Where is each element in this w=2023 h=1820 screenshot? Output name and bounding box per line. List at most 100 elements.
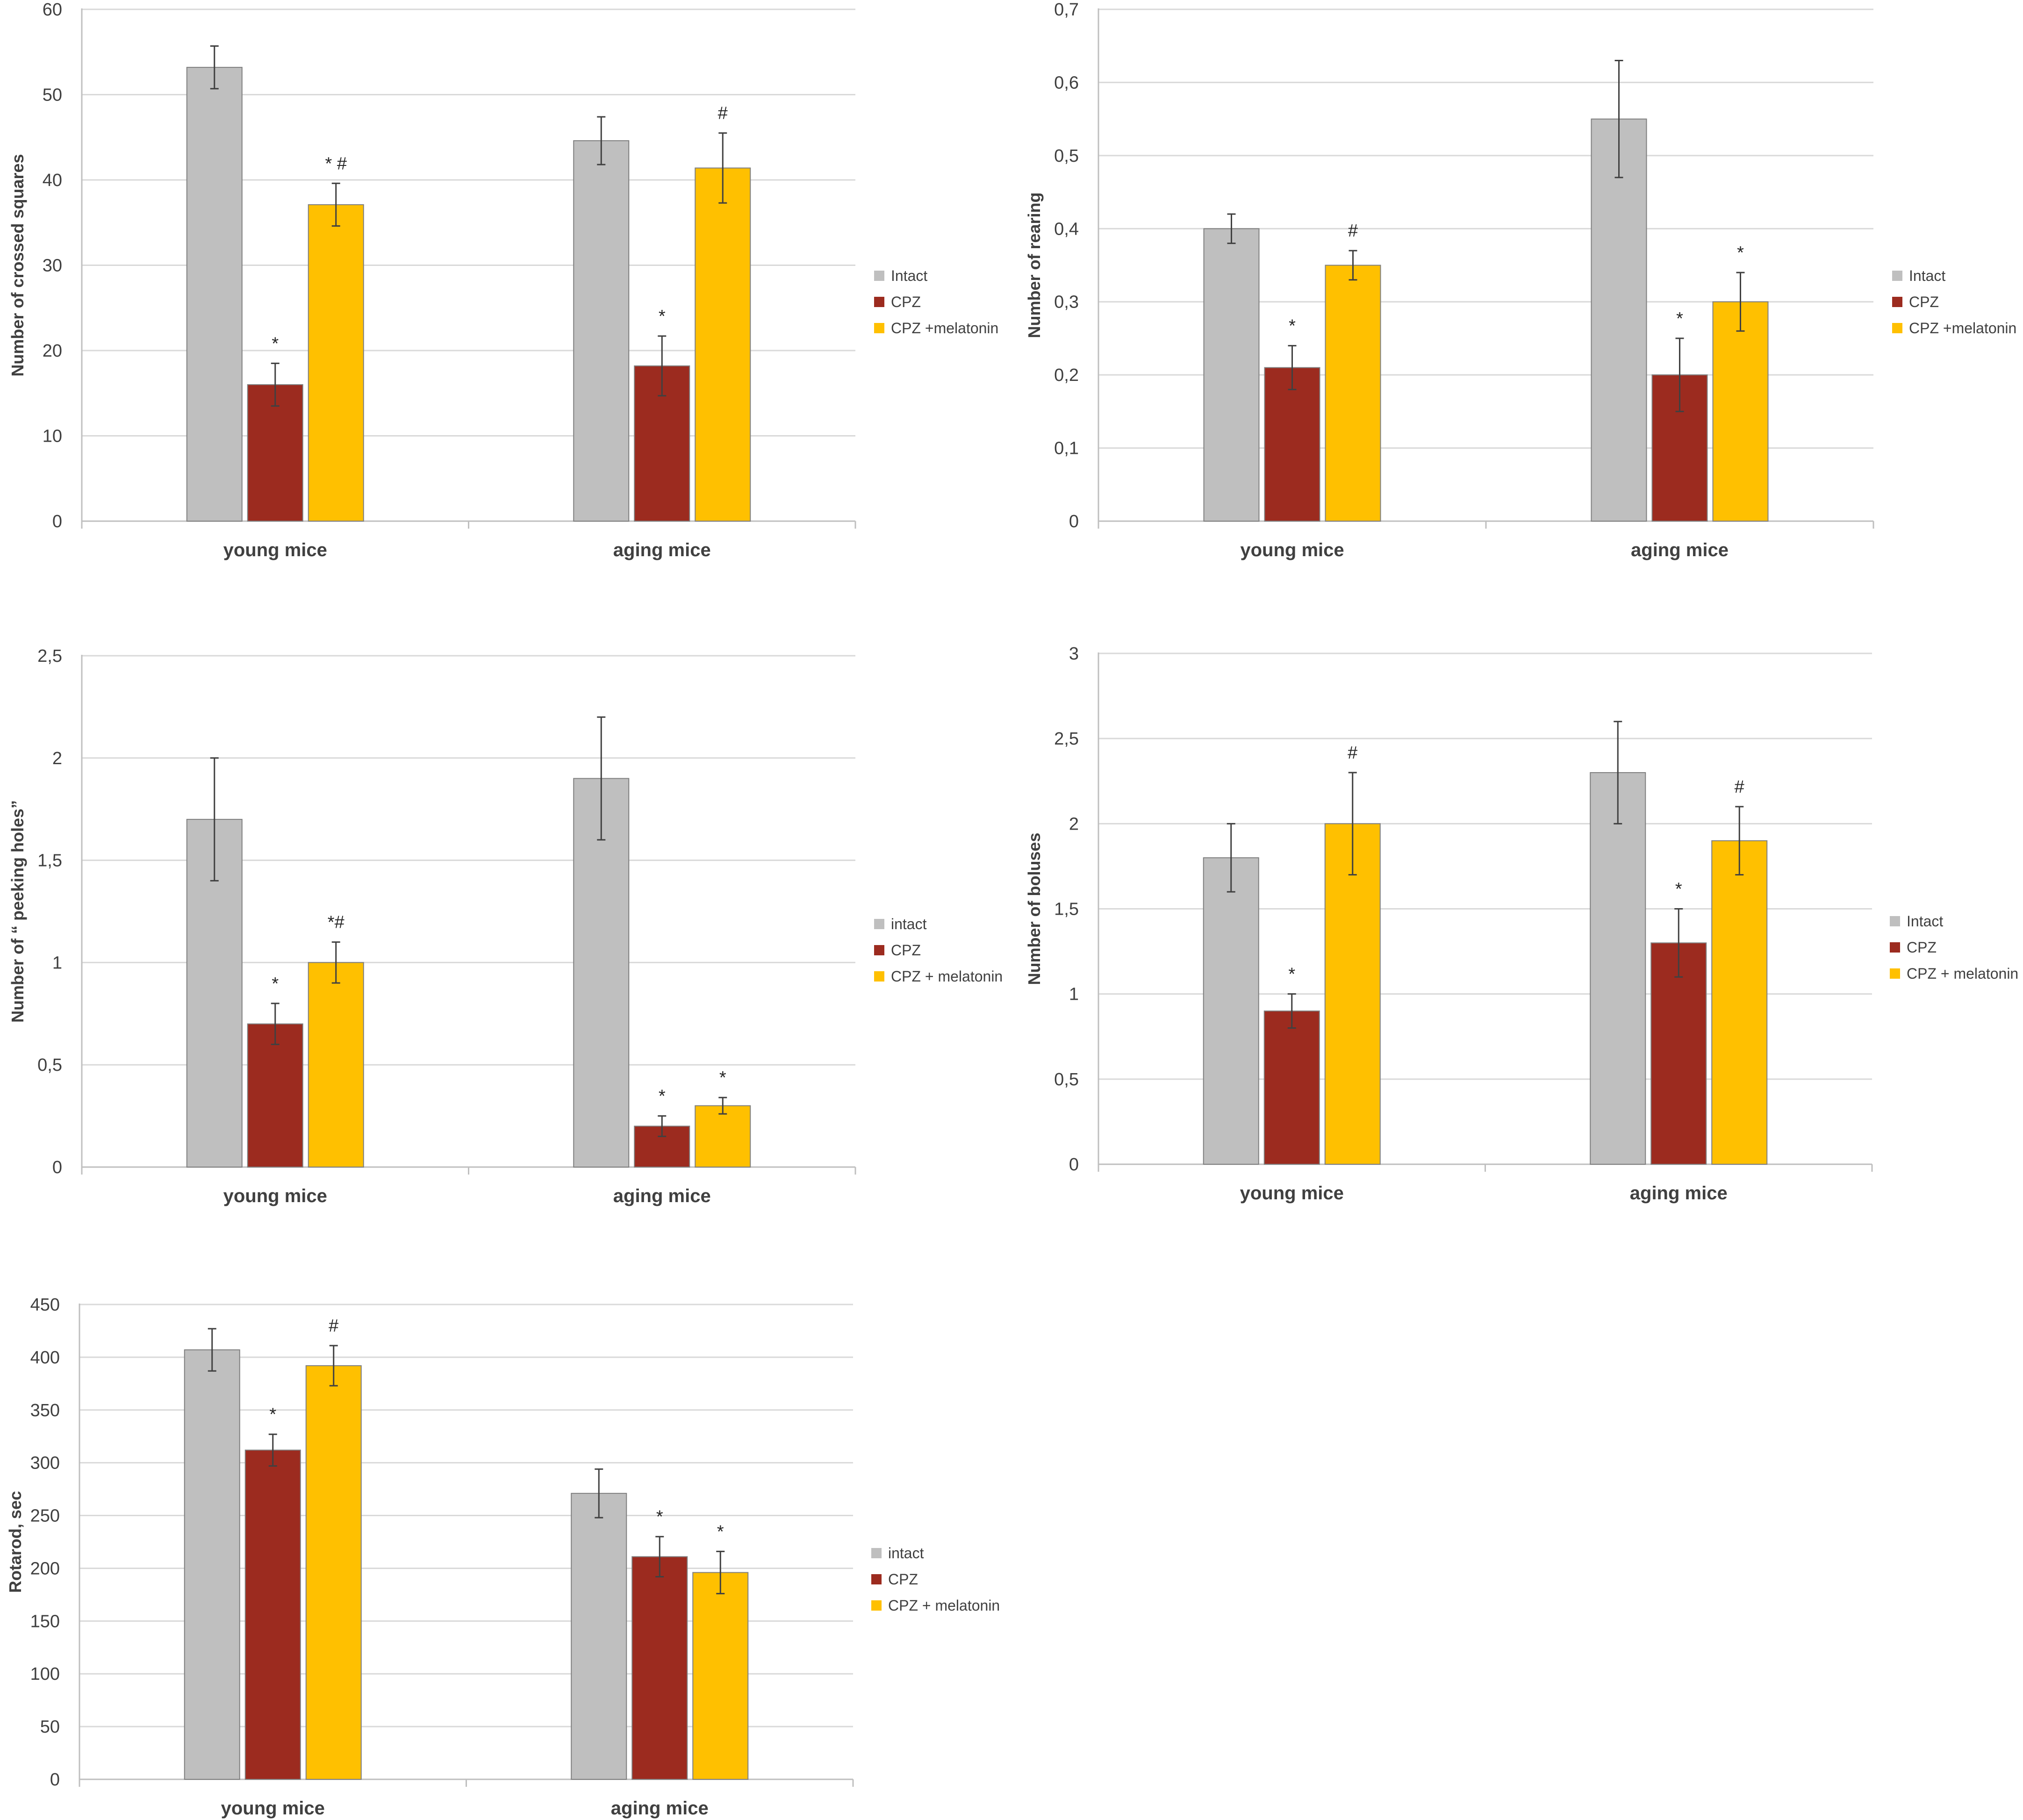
bar <box>1203 857 1259 1165</box>
y-tick-label: 0 <box>52 1158 62 1177</box>
legend-label: CPZ <box>1909 294 1939 310</box>
legend-swatch <box>874 919 884 929</box>
category-label: young mice <box>223 540 327 560</box>
significance-label: * <box>272 974 279 994</box>
y-tick-label: 0 <box>52 512 62 531</box>
y-tick-label: 1 <box>52 953 62 973</box>
y-axis-title: Number of boluses <box>1025 832 1044 985</box>
y-tick-label: 0 <box>1069 512 1079 531</box>
y-axis-title: Rotarod, sec <box>6 1491 25 1593</box>
category-label: aging mice <box>1630 1183 1728 1204</box>
legend-label: Intact <box>891 267 927 284</box>
significance-label: * <box>1289 316 1296 336</box>
legend-swatch <box>874 297 884 307</box>
significance-label: * <box>272 334 279 353</box>
significance-label: # <box>329 1316 338 1336</box>
y-tick-label: 1,5 <box>1054 900 1079 919</box>
category-label: young mice <box>1240 540 1344 560</box>
bar <box>695 167 751 522</box>
bar <box>186 67 243 522</box>
bar <box>244 1449 301 1780</box>
y-tick-label: 2,5 <box>37 646 62 666</box>
legend-swatch <box>874 271 884 281</box>
legend-label: CPZ + melatonin <box>888 1597 1000 1614</box>
bar <box>247 1023 303 1168</box>
legend-label: CPZ <box>1907 939 1937 956</box>
bar <box>1263 1010 1320 1165</box>
legend-swatch <box>871 1600 882 1611</box>
y-tick-label: 150 <box>30 1612 60 1631</box>
y-tick-label: 3 <box>1069 644 1079 664</box>
significance-label: * <box>269 1405 276 1425</box>
significance-label: * <box>659 1087 666 1106</box>
y-axis-title: Number of rearing <box>1025 192 1044 338</box>
bar <box>184 1349 240 1780</box>
y-tick-label: 300 <box>30 1454 60 1473</box>
category-label: young mice <box>221 1798 325 1819</box>
y-tick-label: 450 <box>30 1295 60 1315</box>
bar <box>631 1556 688 1780</box>
y-tick-label: 0,3 <box>1054 293 1079 312</box>
y-tick-label: 200 <box>30 1559 60 1578</box>
legend-label: CPZ +melatonin <box>1909 320 2016 337</box>
legend-label: CPZ <box>888 1571 918 1588</box>
legend-swatch <box>871 1574 882 1584</box>
significance-label: # <box>718 104 728 123</box>
bar <box>571 1493 627 1780</box>
y-tick-label: 0,6 <box>1054 73 1079 93</box>
chart-rearing: 0 0,1 0,2 0,3 0,4 0,5 0,6 0,7 Number of rearing y… <box>1025 0 2016 560</box>
y-tick-label: 0 <box>1069 1155 1079 1175</box>
legend-swatch <box>874 323 884 333</box>
bar <box>247 384 303 522</box>
y-tick-label: 50 <box>43 86 62 105</box>
significance-label: # <box>1735 777 1744 797</box>
bar <box>692 1572 749 1780</box>
y-tick-label: 1 <box>1069 985 1079 1004</box>
legend-label: Intact <box>1909 267 1945 284</box>
legend-label: intact <box>888 1545 924 1562</box>
category-label: aging mice <box>613 540 711 560</box>
bar <box>1650 942 1707 1165</box>
bar <box>1591 118 1647 522</box>
legend-swatch <box>871 1548 882 1558</box>
significance-label: # <box>1348 221 1358 241</box>
bar <box>1711 840 1768 1165</box>
legend-swatch <box>1892 297 1902 307</box>
y-tick-label: 350 <box>30 1401 60 1420</box>
legend-label: CPZ <box>891 294 921 310</box>
legend-swatch <box>1890 968 1900 979</box>
bar <box>573 140 630 522</box>
y-tick-label: 0,1 <box>1054 439 1079 459</box>
legend-label: CPZ <box>891 942 921 959</box>
y-tick-label: 100 <box>30 1664 60 1684</box>
y-tick-label: 0,7 <box>1054 0 1079 20</box>
y-tick-label: 2 <box>1069 814 1079 834</box>
y-tick-label: 30 <box>43 256 62 276</box>
legend-swatch <box>874 971 884 982</box>
y-tick-label: 2 <box>52 749 62 768</box>
bar <box>695 1105 751 1168</box>
legend-swatch <box>1890 916 1900 926</box>
legend-label: CPZ +melatonin <box>891 320 998 337</box>
y-tick-label: 40 <box>43 171 62 190</box>
significance-label: *# <box>328 913 344 932</box>
significance-label: # <box>1348 743 1357 763</box>
y-tick-label: 0,5 <box>37 1055 62 1075</box>
legend-label: intact <box>891 916 927 932</box>
bar <box>305 1365 362 1780</box>
legend-label: CPZ + melatonin <box>891 968 1003 985</box>
legend-label: CPZ + melatonin <box>1907 965 2018 982</box>
y-tick-label: 2,5 <box>1054 729 1079 749</box>
category-label: aging mice <box>613 1186 711 1206</box>
bar <box>1325 265 1381 522</box>
y-tick-label: 0 <box>50 1770 60 1790</box>
bar <box>573 778 630 1168</box>
y-tick-label: 0,2 <box>1054 365 1079 385</box>
y-tick-label: 1,5 <box>37 851 62 871</box>
chart-rotarod: 0 50 100 150 200 250 300 350 400 450 Rotarod, sec y… <box>6 1295 1000 1819</box>
legend-swatch <box>1890 942 1900 953</box>
y-axis-title: Number of crossed squares <box>8 154 27 376</box>
bar <box>1203 228 1260 522</box>
significance-label: * <box>719 1068 726 1088</box>
